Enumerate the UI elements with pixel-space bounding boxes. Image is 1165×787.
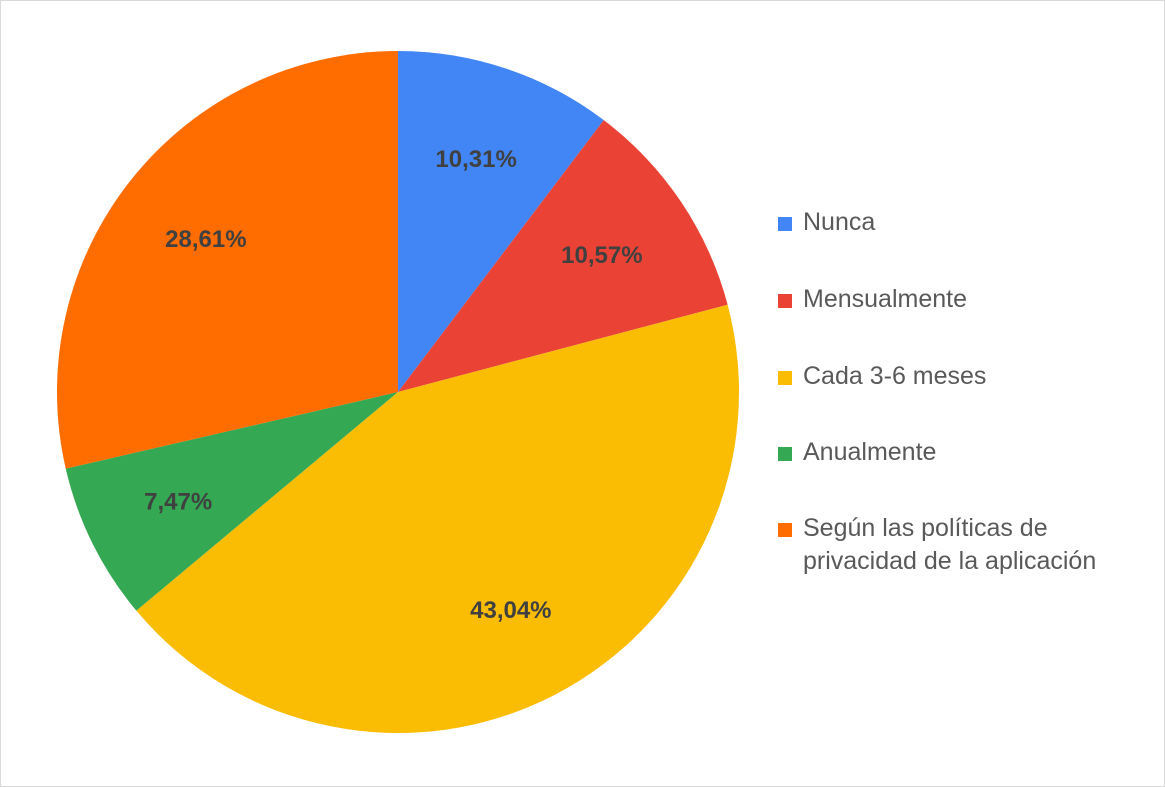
pie-slice-cada-3-6-meses [136,304,739,733]
data-label-anualmente: 7,47% [144,488,212,515]
legend-label-nunca: Nunca [803,208,876,236]
data-label-segun-las-politicas-de-privaci: 28,61% [165,226,246,253]
legend-item-anualmente: Anualmente [778,436,1163,469]
legend-swatch-segun-politicas [778,523,792,537]
legend-label-cada-3-6-meses: Cada 3-6 meses [803,362,987,390]
pie-slice-segun-las-politicas-de-privaci [56,51,398,469]
pie-slice-nunca [398,51,604,392]
legend-swatch-nunca [778,217,792,231]
legend-swatch-cada-3-6-meses [778,371,792,385]
legend-swatch-mensualmente [778,294,792,308]
pie-slice-mensualmente [398,120,728,392]
legend-item-cada-3-6-meses: Cada 3-6 meses [778,360,1163,393]
legend-item-mensualmente: Mensualmente [778,283,1163,316]
data-label-mensualmente: 10,57% [561,242,642,269]
legend-swatch-anualmente [778,447,792,461]
pie-data-labels: 10,31% 10,57% 43,04% 7,47% 28,61% [144,146,642,624]
pie-slice-anualmente [65,392,399,611]
legend-item-segun-politicas: Según las políticas de privacidad de la … [778,512,1163,578]
data-label-cada-3-6-meses: 43,04% [470,597,551,624]
legend-item-nunca: Nunca [778,206,1163,239]
pie-slices [56,51,739,733]
legend-label-segun-politicas: Según las políticas de privacidad de la … [803,514,1097,575]
data-label-nunca: 10,31% [435,146,516,173]
legend-label-anualmente: Anualmente [803,438,937,466]
legend: Nunca Mensualmente Cada 3-6 meses Anualm… [778,206,1163,578]
legend-label-mensualmente: Mensualmente [803,285,967,313]
